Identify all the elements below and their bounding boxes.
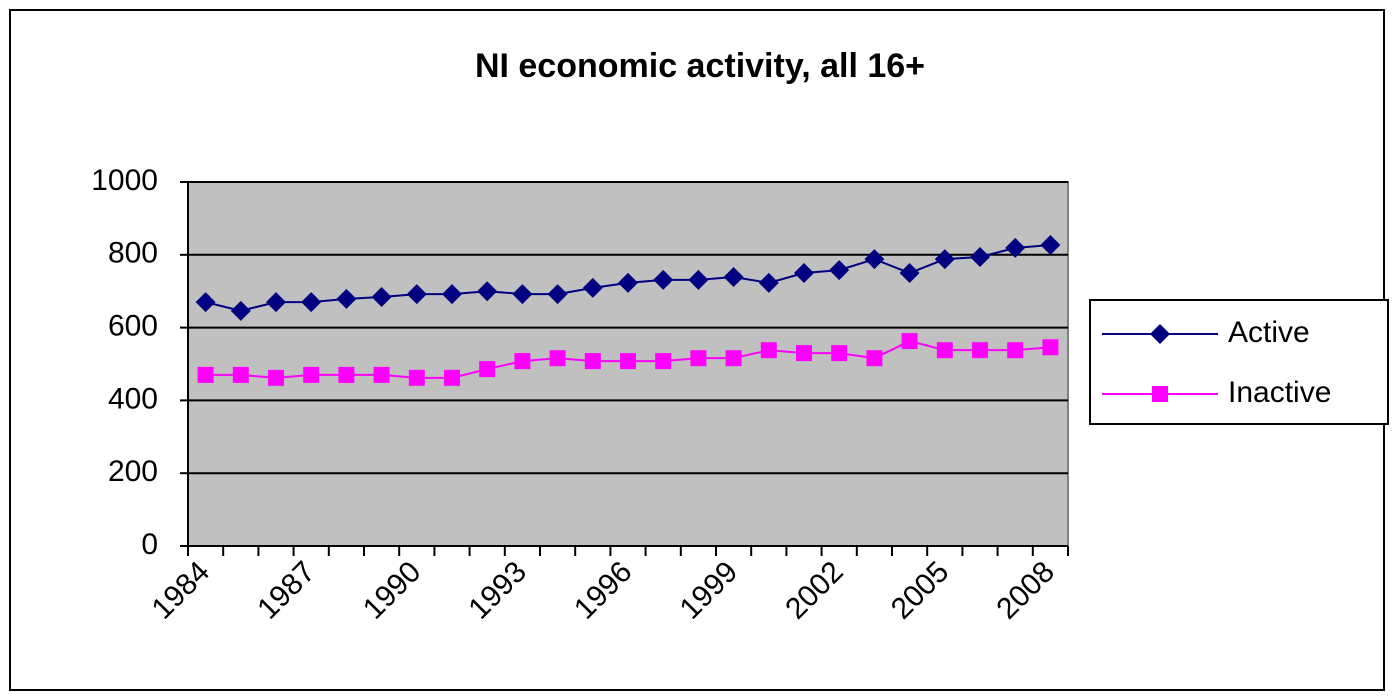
point-marker bbox=[655, 353, 672, 370]
point-marker bbox=[444, 369, 460, 386]
legend-box bbox=[1089, 299, 1389, 425]
point-marker bbox=[725, 350, 742, 367]
point-marker bbox=[512, 284, 533, 305]
legend-marker bbox=[1150, 324, 1170, 344]
point-marker bbox=[547, 284, 568, 305]
y-tick-label: 200 bbox=[108, 455, 158, 488]
point-marker bbox=[866, 350, 883, 367]
point-marker bbox=[303, 366, 320, 383]
point-marker bbox=[230, 300, 251, 321]
legend-marker bbox=[1152, 386, 1168, 402]
point-marker bbox=[1007, 342, 1024, 359]
y-tick-label: 800 bbox=[108, 237, 158, 270]
point-marker bbox=[829, 260, 850, 281]
point-marker bbox=[970, 246, 990, 267]
point-marker bbox=[901, 333, 918, 350]
point-marker bbox=[618, 272, 638, 293]
point-marker bbox=[301, 292, 322, 313]
point-marker bbox=[232, 366, 249, 383]
point-marker bbox=[723, 267, 744, 288]
point-marker bbox=[442, 284, 462, 305]
point-marker bbox=[760, 342, 777, 359]
point-marker bbox=[336, 288, 357, 309]
point-marker bbox=[408, 369, 425, 386]
point-marker bbox=[796, 345, 812, 362]
point-marker bbox=[479, 361, 496, 378]
point-marker bbox=[406, 284, 427, 305]
point-marker bbox=[1042, 339, 1059, 356]
point-marker bbox=[688, 269, 709, 290]
point-marker bbox=[338, 366, 355, 383]
point-marker bbox=[1005, 237, 1026, 258]
y-tick-label: 600 bbox=[108, 310, 158, 343]
point-marker bbox=[1040, 234, 1061, 255]
y-tick-label: 0 bbox=[141, 528, 158, 561]
point-marker bbox=[831, 345, 848, 362]
point-marker bbox=[864, 249, 885, 270]
point-marker bbox=[690, 350, 707, 367]
point-marker bbox=[268, 369, 284, 386]
point-marker bbox=[582, 277, 603, 298]
point-marker bbox=[477, 281, 498, 302]
point-marker bbox=[972, 342, 988, 359]
point-marker bbox=[934, 249, 955, 270]
legend-label: Inactive bbox=[1228, 376, 1331, 409]
y-tick-label: 1000 bbox=[91, 164, 158, 197]
chart-title: NI economic activity, all 16+ bbox=[475, 47, 925, 85]
legend-label: Active bbox=[1228, 316, 1310, 349]
point-marker bbox=[620, 353, 636, 370]
point-marker bbox=[197, 366, 214, 383]
point-marker bbox=[899, 263, 920, 283]
point-marker bbox=[266, 292, 286, 313]
point-marker bbox=[371, 287, 392, 308]
point-marker bbox=[514, 353, 531, 370]
y-tick-label: 400 bbox=[108, 382, 158, 415]
point-marker bbox=[653, 269, 674, 290]
point-marker bbox=[794, 263, 814, 283]
point-marker bbox=[195, 292, 216, 313]
point-marker bbox=[584, 353, 601, 370]
point-marker bbox=[936, 342, 953, 359]
point-marker bbox=[758, 272, 779, 293]
point-marker bbox=[373, 366, 390, 383]
point-marker bbox=[549, 350, 566, 367]
